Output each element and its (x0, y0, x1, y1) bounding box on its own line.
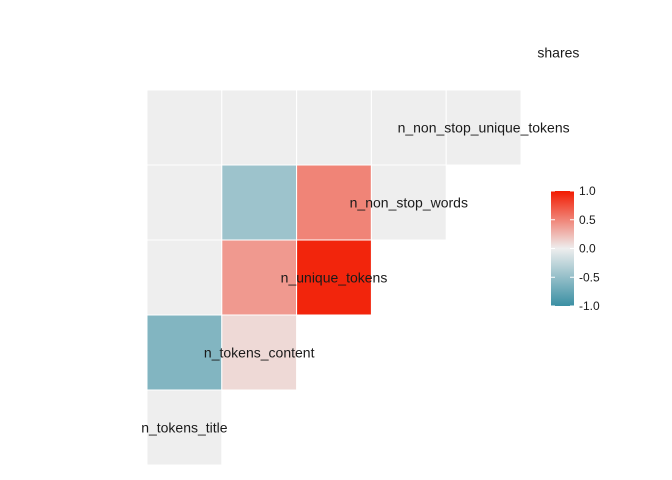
legend-tick-label: -1.0 (579, 299, 600, 313)
heatmap-cell-n_non_stop_unique_tokens-n_non_stop_words (370, 164, 447, 241)
heatmap-cell-shares-n_unique_tokens (296, 89, 372, 166)
heatmap-cell-n_non_stop_words-n_tokens_content (221, 239, 298, 316)
legend-tick-label: 1.0 (579, 184, 596, 198)
heatmap-cell-shares-n_tokens_title (146, 89, 223, 166)
heatmap-cell-n_non_stop_unique_tokens-n_unique_tokens (296, 164, 372, 241)
heatmap-cell-n_unique_tokens-n_tokens_title (146, 314, 223, 391)
legend-tick-label: -0.5 (579, 270, 600, 284)
color-legend: 1.0 0.5 0.0 -0.5 -1.0 (551, 184, 600, 313)
heatmap-cells (146, 89, 522, 466)
variable-label-n_tokens_title: n_tokens_title (141, 420, 228, 436)
heatmap-cell-n_non_stop_words-n_unique_tokens (296, 239, 372, 316)
legend-colorbar (551, 191, 574, 306)
heatmap-cell-n_non_stop_unique_tokens-n_tokens_title (146, 164, 223, 241)
legend-tick-label: 0.0 (579, 242, 596, 256)
variable-label-n_non_stop_words: n_non_stop_words (350, 195, 468, 211)
heatmap-cell-n_non_stop_unique_tokens-n_tokens_content (221, 164, 298, 241)
heatmap-cell-n_tokens_content-n_tokens_title (146, 389, 223, 466)
variable-label-n_unique_tokens: n_unique_tokens (281, 270, 388, 286)
variable-label-n_non_stop_unique_tokens: n_non_stop_unique_tokens (398, 120, 570, 136)
heatmap-cell-n_non_stop_words-n_tokens_title (146, 239, 223, 316)
heatmap-cell-shares-n_non_stop_words (370, 89, 447, 166)
variable-label-shares: shares (537, 45, 579, 61)
heatmap-cell-shares-n_tokens_content (221, 89, 298, 166)
variable-labels: n_tokens_title n_tokens_content n_unique_t… (141, 45, 579, 436)
legend-tick-label: 0.5 (579, 213, 596, 227)
variable-label-n_tokens_content: n_tokens_content (204, 345, 315, 361)
heatmap-cell-shares-n_non_stop_unique_tokens (445, 89, 522, 166)
